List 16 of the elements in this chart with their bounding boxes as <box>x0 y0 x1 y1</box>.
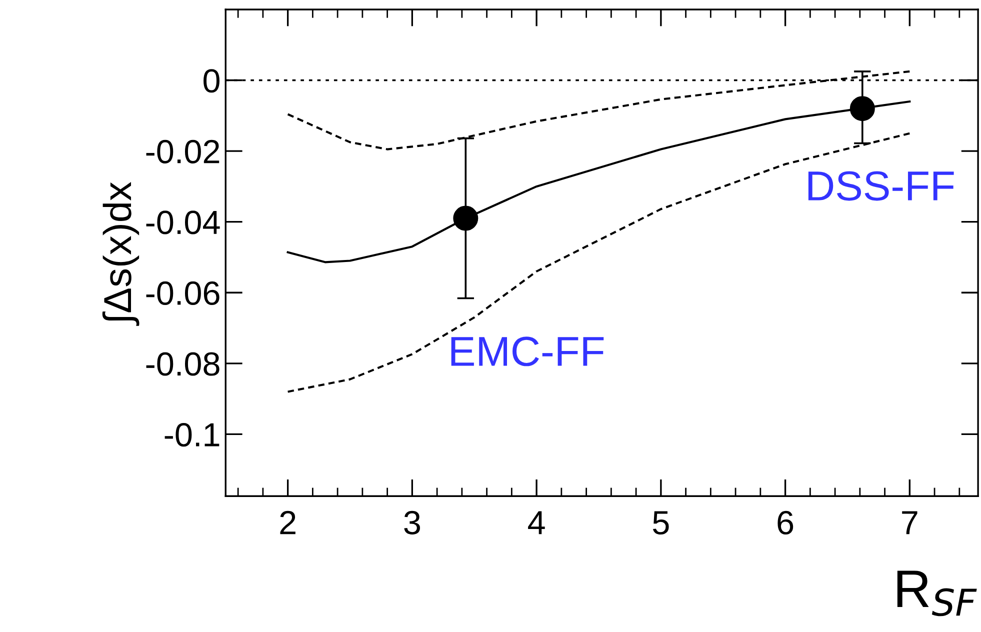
y-tick-label: -0.06 <box>146 281 220 306</box>
y-tick-label: -0.04 <box>146 210 220 234</box>
x-tick-label: 7 <box>902 511 918 534</box>
y-axis-title: ∫Δs(x)dx <box>102 182 140 326</box>
x-tick-label: 6 <box>778 510 794 534</box>
y-tick-label: 0 <box>204 69 220 93</box>
annotation: EMC-FF <box>451 336 604 366</box>
x-tick-label: 2 <box>280 510 296 534</box>
x-tick-label: 4 <box>528 511 545 534</box>
y-tick-label: -0.1 <box>164 422 220 447</box>
annotation: DSS-FF <box>808 171 954 201</box>
y-tick-label: -0.08 <box>146 352 220 376</box>
x-tick-label: 3 <box>404 510 420 534</box>
x-axis-title: R$_{SF}$ <box>897 570 977 616</box>
y-tick-label: -0.02 <box>146 140 220 164</box>
x-tick-label: 5 <box>652 511 669 534</box>
